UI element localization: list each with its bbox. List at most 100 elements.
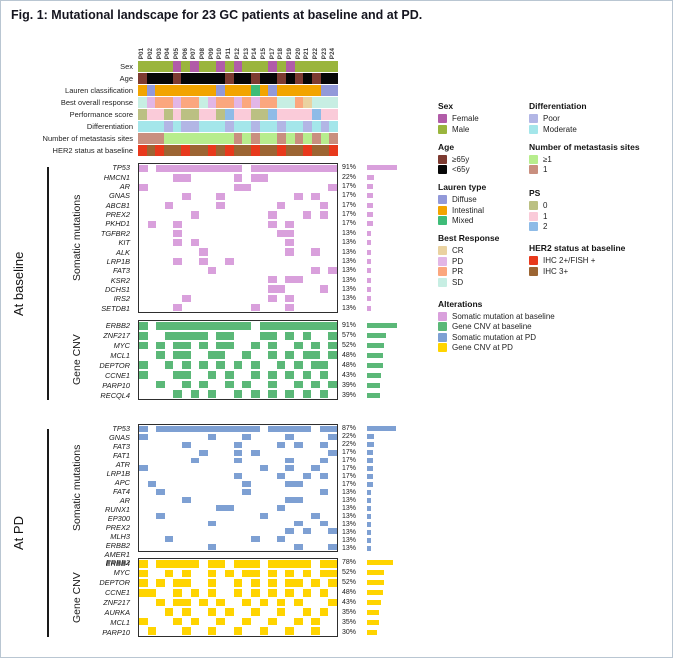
alteration-cell (199, 361, 208, 369)
alteration-cell (328, 433, 337, 440)
gene-label-parp10: PARP10 (102, 627, 130, 637)
track-cell (181, 133, 191, 144)
percent-label: 43% (342, 371, 357, 379)
alteration-cell (293, 481, 303, 487)
legend-swatch-0 (529, 201, 538, 210)
track-cell (190, 121, 199, 132)
bar-cell (367, 432, 401, 440)
gene-label-prex2: PREX2 (105, 210, 130, 220)
alteration-cell (139, 569, 148, 578)
track-cell (172, 133, 182, 144)
alteration-cell (319, 211, 329, 219)
alteration-cell (182, 351, 191, 359)
bar-cell (367, 504, 401, 512)
alteration-cell (319, 608, 329, 616)
patient-label: P06 (181, 47, 189, 59)
legend-swatch-poor (529, 114, 538, 123)
percent-label: 13% (342, 504, 357, 512)
track-cell (181, 61, 191, 72)
legend-group-number-of-metastasis-sites: Number of metastasis sites ≥1 1 (529, 142, 671, 174)
percent-label: 48% (342, 361, 357, 369)
alteration-cell (147, 588, 157, 597)
percent-bar (367, 165, 397, 171)
alteration-cell (302, 322, 312, 330)
percent-label: 17% (342, 456, 357, 464)
alteration-cell (285, 165, 294, 173)
legend-item-label: Gene CNV at PD (452, 343, 513, 352)
percent-bar (367, 332, 386, 338)
percent-label: 13% (342, 229, 357, 237)
track-cell (285, 85, 295, 96)
track-cell (251, 97, 260, 108)
alteration-cell (268, 276, 277, 284)
legend-swatch-somatic-mutation-at-pd (438, 332, 447, 342)
legend-item-label: Mixed (452, 216, 474, 225)
alteration-cell (164, 361, 174, 369)
percent-label: 13% (342, 544, 357, 552)
percent-label: 17% (342, 448, 357, 456)
alteration-cell (173, 220, 183, 228)
alteration-cell (293, 361, 303, 369)
alteration-cell (311, 465, 320, 472)
alteration-cell (164, 322, 174, 330)
gene-label-erbb4: ERBB4 (105, 559, 130, 568)
track-cell (198, 97, 208, 108)
legend-swatch-gene-cnv-at-baseline (438, 322, 447, 331)
alteration-cell (173, 165, 183, 173)
alteration-cell (268, 294, 277, 302)
alteration-cell (173, 229, 183, 237)
percent-bar (367, 362, 383, 368)
bar-cell (367, 456, 401, 464)
gene-label-erbb2: ERBB2 (105, 558, 130, 568)
legend-item: Gene CNV at PD (438, 343, 613, 352)
track-cell (155, 73, 165, 84)
track-label-number-of-metastasis-sites: Number of metastasis sites (42, 134, 133, 143)
alteration-cell (182, 380, 191, 389)
alteration-cell (225, 380, 234, 389)
gene-label-lrp1b: LRP1B (106, 469, 130, 478)
track-cell (268, 97, 278, 108)
alteration-cell (268, 220, 277, 228)
bar-cell (367, 285, 401, 294)
track-cell (329, 145, 338, 156)
alteration-cell (156, 322, 165, 330)
gene-label-pkhd1: PKHD1 (105, 219, 130, 229)
alteration-cell (207, 569, 217, 578)
legend-item-label: Intestinal (452, 205, 485, 215)
gene-label-myc: MYC (113, 340, 130, 350)
track-label-age: Age (119, 74, 133, 83)
alteration-cell (285, 496, 294, 503)
percent-label: 13% (342, 239, 357, 247)
alteration-cell (328, 341, 337, 350)
legend-group-title: Best Response (438, 233, 500, 243)
track-cell (268, 73, 278, 84)
track-cell (320, 97, 330, 108)
gene-label-ar: AR (119, 181, 130, 191)
alteration-cell (216, 202, 226, 210)
alteration-cell (293, 598, 303, 607)
percent-bar (367, 296, 372, 302)
alteration-cell (225, 165, 234, 173)
alteration-cell (156, 426, 165, 432)
alteration-cell (156, 560, 165, 568)
alteration-cell (242, 569, 251, 578)
alteration-cell (233, 560, 243, 568)
alteration-cell (285, 331, 294, 340)
alteration-cell (328, 183, 337, 191)
alteration-cell (225, 426, 234, 432)
alteration-cell (182, 174, 191, 182)
legend-item-label: SD (452, 277, 464, 287)
alteration-cell (216, 426, 226, 432)
gene-label-amer1: AMER1 (104, 550, 130, 559)
alteration-cell (199, 257, 208, 265)
group-bracket-line-at-pd (47, 429, 49, 637)
percent-bar (367, 449, 373, 455)
legend-group-differentiation: Differentiation Poor Moderate (529, 101, 671, 134)
alteration-cell (156, 598, 165, 607)
patient-label: P10 (216, 47, 224, 59)
track-cell (207, 97, 217, 108)
legend-item-label: ≥1 (543, 154, 552, 164)
track-cell (268, 61, 278, 72)
alteration-cell (268, 331, 277, 340)
figure-title: Fig. 1: Mutational landscape for 23 GC p… (11, 8, 423, 22)
